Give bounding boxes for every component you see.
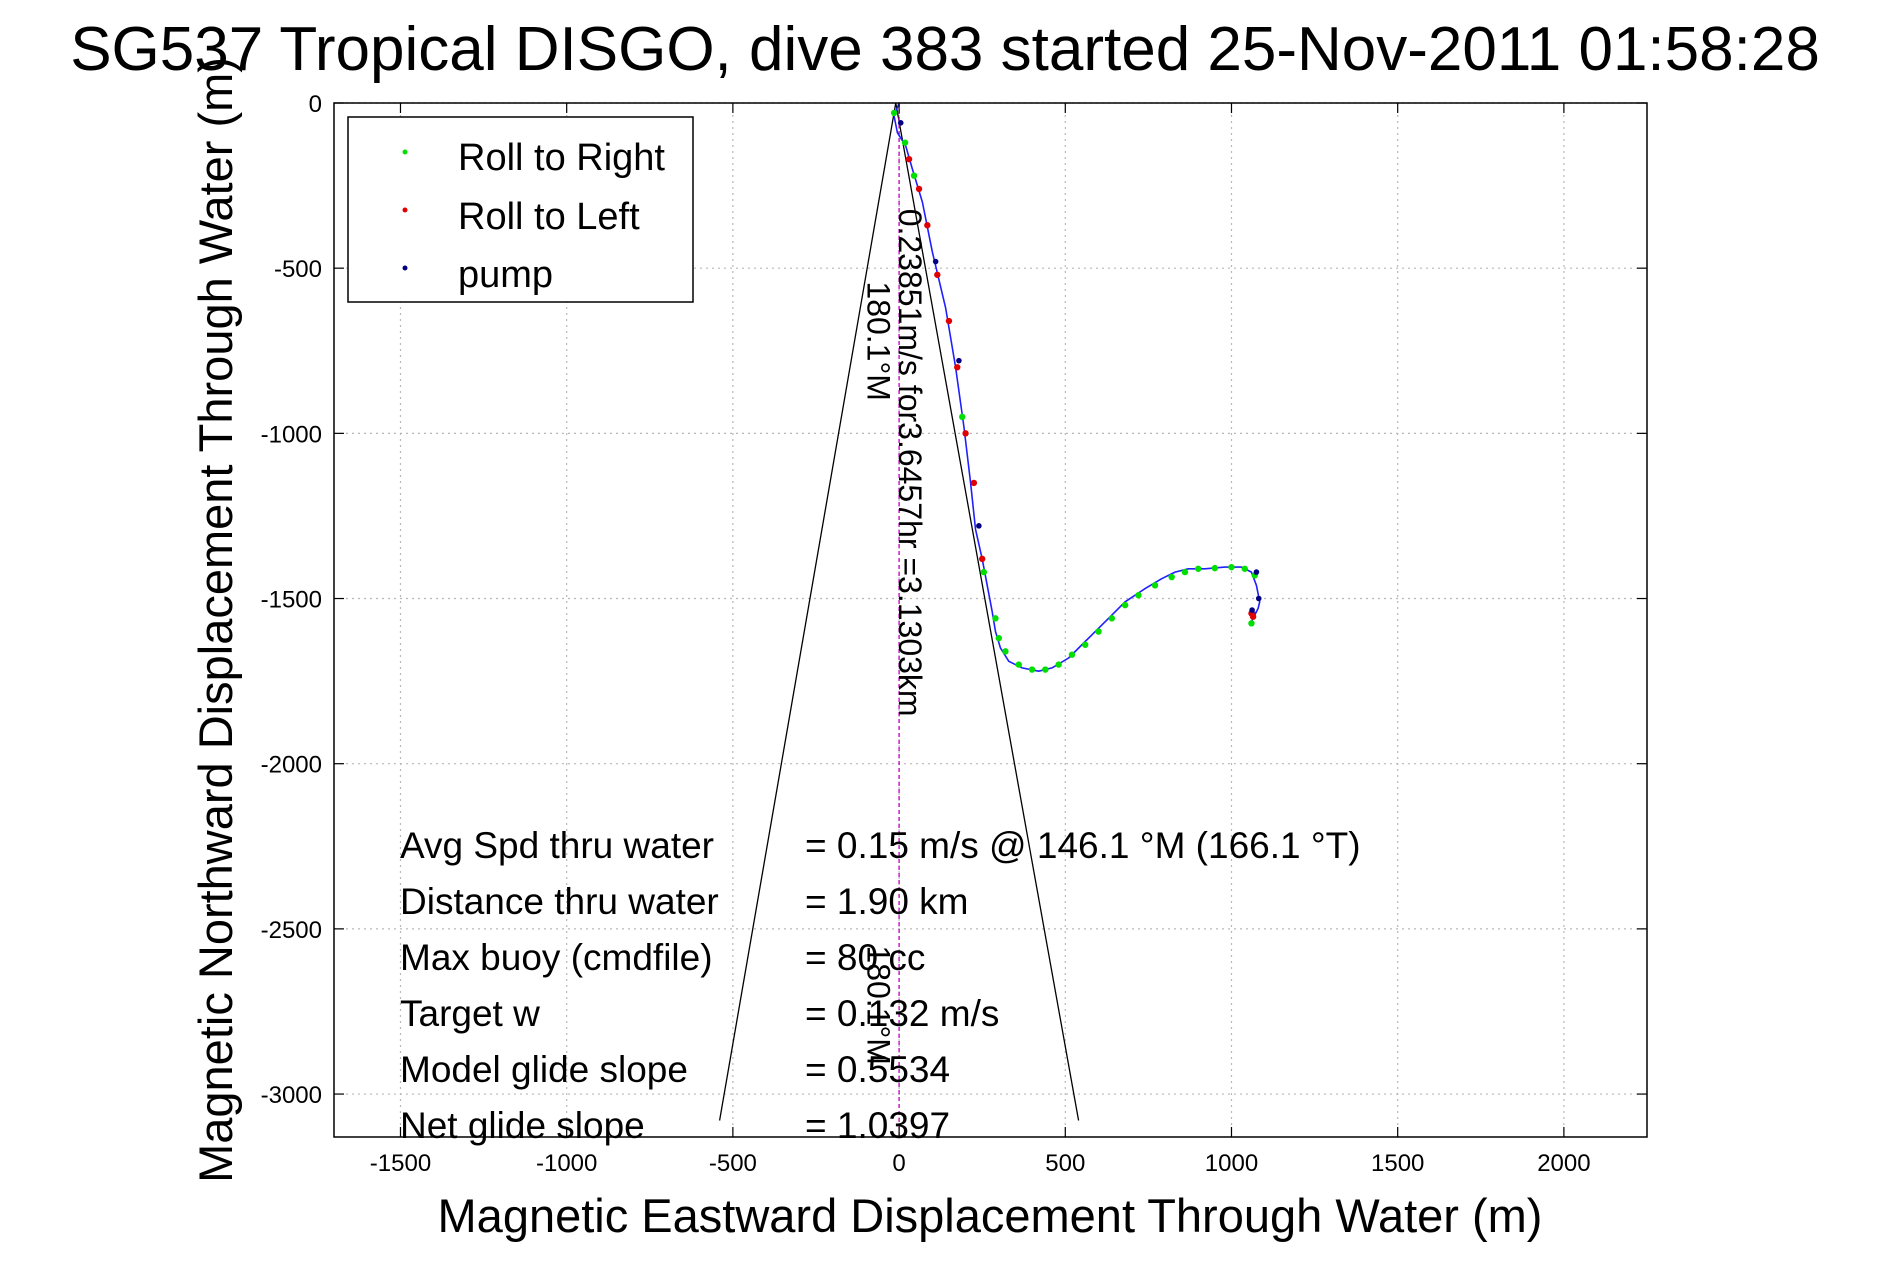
x-tick-label: 500: [1045, 1150, 1085, 1177]
cone-lines: [718, 102, 1080, 1121]
roll-left-point: [905, 155, 913, 163]
plot-frame: [333, 102, 1648, 1138]
roll-right-point: [1248, 620, 1255, 627]
roll-right-point: [1181, 568, 1189, 576]
stat-distance-value: = 1.90 km: [805, 881, 969, 922]
roll-right-point: [1241, 565, 1248, 572]
roll-right-point: [1015, 661, 1022, 668]
roll-right-point: [992, 615, 999, 622]
stat-target-w-label: Target w: [400, 993, 540, 1034]
grid: [334, 102, 1647, 1137]
cone-left-line: [718, 102, 897, 1121]
roll-right-point: [1002, 648, 1009, 655]
axis-ticks: -1500 -1000 -500 0 500 1000 1500 2000 0 -500 -1000…: [261, 91, 1647, 1177]
pump-point: [956, 357, 962, 364]
roll-right-point: [910, 172, 918, 179]
stat-model-glide-value: = 0.5534: [805, 1049, 950, 1090]
x-axis-label: Magnetic Eastward Displacement Through W…: [438, 1189, 1543, 1242]
roll-left-point: [978, 555, 986, 563]
annotation-2: 180.1°M: [861, 945, 897, 1065]
y-axis-label: Magnetic Northward Displacement Through …: [189, 57, 242, 1183]
roll-right-point: [1228, 563, 1235, 571]
y-tick-label: 0: [309, 91, 322, 118]
dive-stats: Avg Spd thru water = 0.15 m/s @ 146.1 °M…: [400, 825, 1361, 1146]
roll-right-point: [995, 634, 1003, 642]
x-tick-label: 2000: [1537, 1150, 1590, 1177]
annotations: 0.23851m/s for3.6457hr =3.1303km180.1°M1…: [861, 209, 929, 1065]
roll-right-point: [1151, 582, 1159, 589]
x-tick-label: -1500: [370, 1150, 431, 1177]
pump-point: [932, 258, 939, 265]
x-tick-label: -1000: [536, 1150, 597, 1177]
y-tick-label: -2000: [261, 752, 322, 779]
annotation-0: 0.23851m/s for3.6457hr =3.1303km: [892, 209, 928, 717]
roll-right-point: [1121, 601, 1129, 609]
legend-pump-marker: [402, 265, 408, 271]
roll-right-point: [1108, 615, 1116, 622]
marker-layer: [890, 109, 1262, 673]
pump-point: [897, 120, 904, 126]
x-tick-label: 1000: [1205, 1150, 1258, 1177]
stat-avg-speed-value: = 0.15 m/s @ 146.1 °M (166.1 °T): [805, 825, 1361, 866]
y-tick-label: -3000: [261, 1082, 322, 1109]
legend-roll-left-label: Roll to Left: [458, 196, 640, 238]
roll-right-point: [1042, 666, 1049, 673]
y-tick-label: -500: [274, 256, 322, 283]
y-tick-label: -1500: [261, 587, 322, 614]
roll-right-point: [959, 413, 966, 421]
roll-left-point: [924, 222, 931, 229]
legend-roll-right-marker: [402, 149, 408, 155]
stat-max-buoy-label: Max buoy (cmdfile): [400, 937, 713, 978]
roll-right-point: [1135, 592, 1142, 599]
roll-left-point: [945, 317, 953, 325]
roll-left-point: [954, 364, 961, 371]
pump-point: [1253, 569, 1260, 575]
roll-right-point: [901, 139, 909, 146]
roll-left-point: [970, 479, 978, 487]
legend: Roll to Right Roll to Left pump: [347, 116, 694, 303]
stat-distance-label: Distance thru water: [400, 881, 719, 922]
stat-avg-speed-label: Avg Spd thru water: [400, 825, 714, 866]
roll-right-point: [890, 109, 898, 117]
roll-right-point: [1068, 651, 1076, 658]
x-tick-label: 0: [892, 1150, 905, 1177]
pump-point: [976, 523, 982, 529]
x-tick-label: -500: [709, 1150, 757, 1177]
roll-right-point: [1082, 641, 1089, 648]
legend-pump-label: pump: [458, 254, 553, 296]
roll-right-point: [1055, 661, 1062, 668]
chart-title: SG537 Tropical DISGO, dive 383 started 2…: [70, 15, 1820, 84]
stat-target-w-value: = 0.132 m/s: [805, 993, 999, 1034]
roll-right-point: [1211, 564, 1219, 572]
roll-right-point: [1095, 628, 1102, 635]
roll-right-point: [1168, 573, 1175, 581]
annotation-1: 180.1°M: [861, 281, 897, 401]
pump-point: [1255, 595, 1262, 602]
roll-right-point: [1195, 565, 1202, 572]
roll-left-point: [962, 430, 969, 437]
roll-left-point: [1249, 613, 1257, 620]
roll-right-point: [980, 568, 988, 576]
cone-right-line: [895, 102, 1080, 1121]
y-tick-label: -2500: [261, 917, 322, 944]
stat-net-glide-label: Net glide slope: [400, 1105, 645, 1146]
pump-point: [1249, 607, 1255, 613]
roll-left-point: [934, 271, 941, 278]
y-tick-label: -1000: [261, 421, 322, 448]
stat-max-buoy-value: = 80 cc: [805, 937, 925, 978]
x-tick-label: 1500: [1371, 1150, 1424, 1177]
roll-left-point: [915, 185, 923, 193]
legend-roll-left-marker: [402, 207, 408, 213]
roll-right-point: [1028, 666, 1036, 673]
stat-model-glide-label: Model glide slope: [400, 1049, 688, 1090]
legend-roll-right-label: Roll to Right: [458, 137, 665, 179]
stat-net-glide-value: = 1.0397: [805, 1105, 950, 1146]
